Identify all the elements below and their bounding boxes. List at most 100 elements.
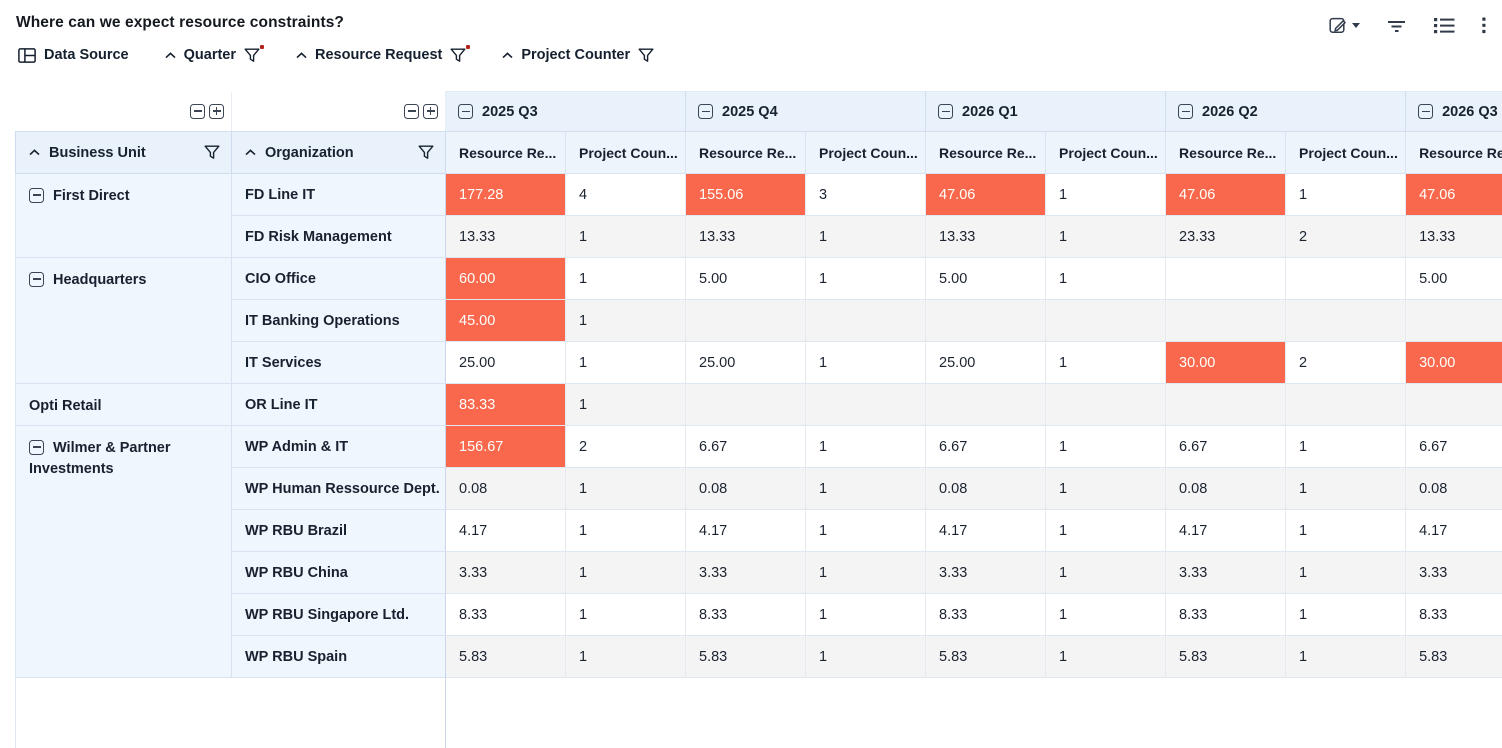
measure-header[interactable]: Resource Re...	[925, 131, 1047, 174]
value-cell[interactable]: 3.33	[1165, 551, 1287, 594]
data-source-button[interactable]: Data Source	[18, 47, 129, 63]
value-cell[interactable]: 23.33	[1165, 215, 1287, 258]
value-cell[interactable]	[685, 383, 807, 426]
collapse-all-rows-icon[interactable]	[190, 103, 205, 119]
value-cell[interactable]: 4.17	[445, 509, 566, 552]
value-cell[interactable]: 3.33	[445, 551, 566, 594]
value-cell[interactable]: 0.08	[1165, 467, 1287, 510]
filter-funnel-button[interactable]	[204, 145, 220, 160]
expand-all-rows-icon[interactable]	[423, 103, 438, 119]
field-quarter[interactable]: Quarter	[165, 44, 265, 63]
value-cell[interactable]: 45.00	[445, 299, 566, 342]
value-cell[interactable]: 47.06	[1405, 173, 1502, 216]
value-cell[interactable]: 5.00	[925, 257, 1047, 300]
value-cell[interactable]: 4.17	[1165, 509, 1287, 552]
value-cell[interactable]: 6.67	[685, 425, 807, 468]
filter-funnel-button[interactable]	[638, 48, 654, 63]
value-cell[interactable]: 1	[1045, 173, 1167, 216]
value-cell[interactable]: 47.06	[1165, 173, 1287, 216]
value-cell[interactable]: 156.67	[445, 425, 566, 468]
edit-view-button[interactable]	[1329, 16, 1360, 35]
business-unit-cell[interactable]: First Direct	[15, 173, 232, 258]
value-cell[interactable]: 5.83	[1165, 635, 1287, 678]
business-unit-cell[interactable]: Wilmer & Partner Investments	[15, 425, 232, 678]
value-cell[interactable]: 1	[805, 593, 927, 636]
value-cell[interactable]: 1	[1285, 425, 1407, 468]
value-cell[interactable]: 1	[1045, 509, 1167, 552]
value-cell[interactable]: 1	[1285, 509, 1407, 552]
value-cell[interactable]	[805, 299, 927, 342]
value-cell[interactable]: 13.33	[925, 215, 1047, 258]
value-cell[interactable]: 177.28	[445, 173, 566, 216]
organization-cell[interactable]: CIO Office	[231, 257, 446, 300]
value-cell[interactable]: 3.33	[1405, 551, 1502, 594]
column-group-header[interactable]: 2026 Q2	[1165, 91, 1407, 132]
value-cell[interactable]: 1	[1285, 635, 1407, 678]
value-cell[interactable]: 1	[565, 551, 687, 594]
value-cell[interactable]: 3.33	[685, 551, 807, 594]
value-cell[interactable]: 4.17	[1405, 509, 1502, 552]
collapse-all-rows-icon[interactable]	[404, 103, 419, 119]
organization-cell[interactable]: IT Services	[231, 341, 446, 384]
value-cell[interactable]: 5.00	[1405, 257, 1502, 300]
value-cell[interactable]	[925, 383, 1047, 426]
value-cell[interactable]: 5.83	[445, 635, 566, 678]
value-cell[interactable]: 8.33	[1405, 593, 1502, 636]
value-cell[interactable]: 60.00	[445, 257, 566, 300]
collapse-column-icon[interactable]	[698, 104, 714, 119]
value-cell[interactable]: 8.33	[1165, 593, 1287, 636]
collapse-group-icon[interactable]	[29, 271, 44, 287]
value-cell[interactable]: 25.00	[685, 341, 807, 384]
value-cell[interactable]: 6.67	[1405, 425, 1502, 468]
field-project-counter[interactable]: Project Counter	[502, 47, 654, 63]
organization-cell[interactable]: WP Admin & IT	[231, 425, 446, 468]
value-cell[interactable]: 5.83	[925, 635, 1047, 678]
value-cell[interactable]	[1285, 383, 1407, 426]
value-cell[interactable]: 30.00	[1405, 341, 1502, 384]
organization-cell[interactable]: OR Line IT	[231, 383, 446, 426]
value-cell[interactable]: 1	[565, 299, 687, 342]
measure-header[interactable]: Resource Re...	[1405, 131, 1502, 174]
value-cell[interactable]	[925, 299, 1047, 342]
value-cell[interactable]: 1	[565, 215, 687, 258]
value-cell[interactable]: 4.17	[685, 509, 807, 552]
collapse-column-icon[interactable]	[1418, 104, 1434, 119]
value-cell[interactable]: 1	[1045, 215, 1167, 258]
value-cell[interactable]: 1	[1285, 593, 1407, 636]
value-cell[interactable]: 1	[565, 635, 687, 678]
value-cell[interactable]: 1	[1285, 551, 1407, 594]
collapse-column-icon[interactable]	[1178, 104, 1194, 119]
value-cell[interactable]: 5.83	[1405, 635, 1502, 678]
column-group-header[interactable]: 2025 Q4	[685, 91, 927, 132]
value-cell[interactable]: 3	[805, 173, 927, 216]
value-cell[interactable]: 2	[1285, 341, 1407, 384]
collapse-group-icon[interactable]	[29, 439, 44, 455]
column-group-header[interactable]: 2025 Q3	[444, 91, 687, 132]
measure-header[interactable]: Resource Re...	[685, 131, 807, 174]
value-cell[interactable]: 6.67	[925, 425, 1047, 468]
filter-funnel-button[interactable]	[450, 44, 471, 63]
organization-cell[interactable]: WP RBU Singapore Ltd.	[231, 593, 446, 636]
organization-cell[interactable]: FD Line IT	[231, 173, 446, 216]
value-cell[interactable]	[1165, 383, 1287, 426]
value-cell[interactable]	[1045, 383, 1167, 426]
value-cell[interactable]: 1	[805, 257, 927, 300]
measure-header[interactable]: Project Coun...	[1045, 131, 1167, 174]
value-cell[interactable]: 1	[565, 257, 687, 300]
filter-funnel-button[interactable]	[244, 44, 265, 63]
organization-cell[interactable]: FD Risk Management	[231, 215, 446, 258]
value-cell[interactable]	[805, 383, 927, 426]
value-cell[interactable]: 0.08	[925, 467, 1047, 510]
collapse-column-icon[interactable]	[938, 104, 954, 119]
value-cell[interactable]: 13.33	[1405, 215, 1502, 258]
list-view-button[interactable]	[1434, 17, 1455, 34]
value-cell[interactable]: 0.08	[685, 467, 807, 510]
value-cell[interactable]: 1	[805, 467, 927, 510]
value-cell[interactable]: 1	[1045, 467, 1167, 510]
value-cell[interactable]	[685, 299, 807, 342]
value-cell[interactable]: 0.08	[1405, 467, 1502, 510]
value-cell[interactable]: 1	[565, 467, 687, 510]
value-cell[interactable]: 1	[1285, 467, 1407, 510]
value-cell[interactable]: 13.33	[685, 215, 807, 258]
expand-all-rows-icon[interactable]	[209, 103, 224, 119]
